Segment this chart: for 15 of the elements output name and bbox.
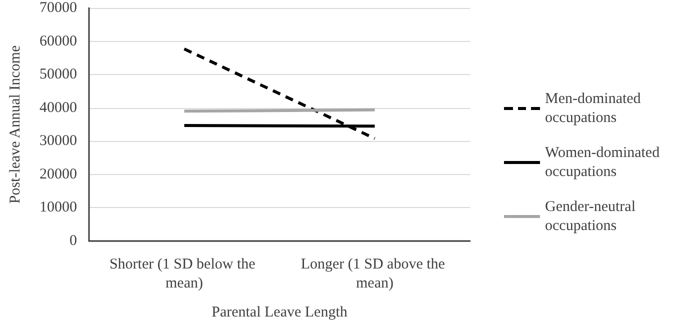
y-tick-label: 70000 [40,0,77,16]
y-tick-label: 30000 [40,133,77,150]
y-tick-label: 20000 [40,166,77,182]
y-tick-label: 50000 [40,66,77,83]
y-tick-label: 60000 [40,33,77,50]
y-axis-title: Post-leave Annual Income [8,45,24,204]
x-tick-label: Longer (1 SD above the mean) [300,256,449,292]
x-tick-label: Shorter (1 SD below the mean) [109,256,260,292]
legend-label: Men-dominated occupations [545,91,645,126]
y-tick-label: 40000 [40,100,77,116]
y-tick-label: 0 [70,233,77,249]
legend-label: Women-dominated occupations [545,145,664,180]
y-tick-label: 10000 [40,200,77,216]
legend-label: Gender-neutral occupations [545,199,640,234]
x-axis-title: Parental Leave Length [212,304,348,320]
